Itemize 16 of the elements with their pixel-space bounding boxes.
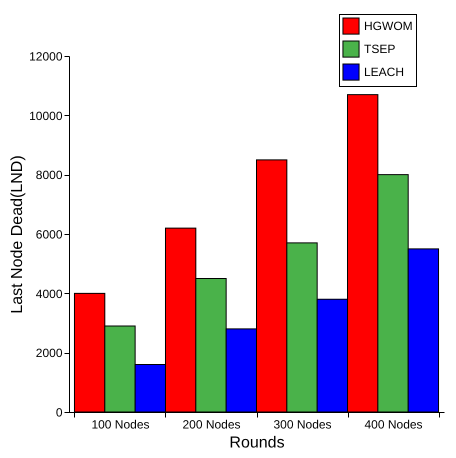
x-tick-label: 300 Nodes <box>273 418 332 432</box>
y-tick-label: 4000 <box>36 286 63 301</box>
y-tick-label: 12000 <box>29 50 63 64</box>
y-tick-label: 6000 <box>36 228 63 242</box>
x-axis-title: Rounds <box>229 434 285 452</box>
x-tick-label: 200 Nodes <box>182 418 241 432</box>
y-tick-label: 0 <box>56 406 63 420</box>
legend-label: TSEP <box>364 42 396 56</box>
y-axis-title: Last Node Dead(LND) <box>9 155 26 314</box>
x-tick-label: 400 Nodes <box>364 418 423 432</box>
legend-label: LEACH <box>364 65 404 79</box>
y-tick-label: 8000 <box>36 168 63 182</box>
legend-label: HGWOM <box>364 19 413 33</box>
x-tick-label: 100 Nodes <box>91 418 150 432</box>
y-tick-label: 10000 <box>29 108 63 123</box>
y-tick-label: 2000 <box>36 346 63 360</box>
